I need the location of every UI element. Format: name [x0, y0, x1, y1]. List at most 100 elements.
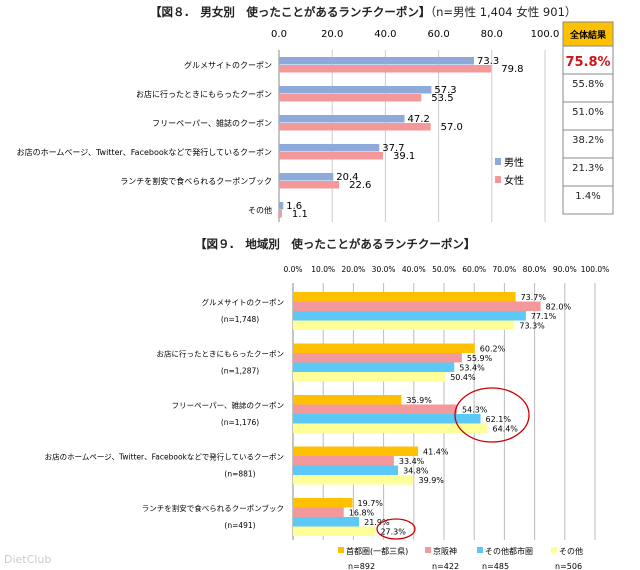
- category-label: お店のホームページ、Twitter、Facebookなどで発行しているクーポン: [17, 147, 272, 157]
- bar-female: [279, 123, 431, 131]
- bar-1: [293, 301, 541, 311]
- total-value: 38.2%: [572, 135, 604, 146]
- bar-1: [293, 456, 394, 466]
- x-tick-label: 100.0: [531, 29, 560, 40]
- x-tick-label: 20.0: [321, 29, 343, 40]
- data-label: 20.4: [336, 172, 358, 183]
- bar-male: [279, 144, 380, 152]
- data-label: 35.9%: [406, 396, 432, 405]
- category-n: (n=1,287): [221, 367, 259, 376]
- category-label: お店に行ったときにもらったクーポン: [136, 89, 272, 99]
- legend-n: n=506: [555, 562, 582, 570]
- data-label: 39.9%: [418, 476, 444, 485]
- bar-2: [293, 465, 399, 475]
- bar-female: [279, 210, 282, 218]
- x-tick-label: 60.0%: [462, 265, 486, 274]
- data-label: 53.4%: [459, 364, 485, 373]
- bar-0: [293, 292, 516, 302]
- x-tick-label: 70.0%: [492, 265, 516, 274]
- total-value: 51.0%: [572, 107, 604, 118]
- data-label: 21.9%: [364, 518, 390, 527]
- data-label: 39.1: [393, 151, 415, 162]
- x-tick-label: 80.0%: [523, 265, 547, 274]
- legend-label: その他: [559, 546, 583, 556]
- data-label: 1.1: [292, 209, 308, 220]
- bar-male: [279, 202, 284, 210]
- total-cell: [562, 101, 614, 131]
- legend-swatch: [338, 547, 344, 553]
- total-cell: [562, 129, 614, 159]
- x-tick-label: 40.0%: [402, 265, 426, 274]
- data-label: 82.0%: [546, 303, 572, 312]
- category-label: お店のホームページ、Twitter、Facebookなどで発行しているクーポン: [45, 452, 284, 462]
- bar-2: [293, 414, 481, 424]
- watermark: DietClub: [4, 553, 52, 566]
- data-label: 73.3%: [519, 322, 545, 331]
- bar-female: [279, 181, 340, 189]
- legend-swatch: [551, 547, 557, 553]
- category-label: フリーペーパー、雑誌のクーポン: [152, 118, 272, 128]
- bar-female: [279, 152, 384, 160]
- total-cell: [562, 157, 614, 187]
- bar-3: [293, 475, 414, 485]
- category-label: お店に行ったときにもらったクーポン: [157, 349, 285, 359]
- bar-0: [293, 498, 353, 508]
- data-label: 60.2%: [480, 345, 506, 354]
- x-tick-label: 10.0%: [311, 265, 335, 274]
- legend-label: 男性: [504, 156, 524, 169]
- category-label: グルメサイトのクーポン: [202, 297, 285, 307]
- bar-male: [279, 57, 474, 65]
- total-cell: [562, 45, 614, 75]
- legend-swatch: [495, 176, 501, 183]
- data-label: 73.3: [477, 56, 499, 67]
- legend-label: 京阪神: [433, 546, 457, 556]
- legend-swatch: [495, 158, 501, 165]
- x-tick-label: 100.0%: [581, 265, 610, 274]
- bar-3: [293, 423, 488, 433]
- total-cell: [562, 185, 614, 215]
- data-label: 53.5: [431, 93, 453, 104]
- data-label: 73.7%: [521, 293, 547, 302]
- category-label: ランチを割安で食べられるクーポンブック: [120, 176, 272, 186]
- data-label: 77.1%: [531, 312, 557, 321]
- bar-1: [293, 507, 344, 517]
- bar-3: [293, 320, 515, 330]
- data-label: 79.8: [501, 64, 523, 75]
- x-tick-label: 50.0%: [432, 265, 456, 274]
- data-label: 19.7%: [357, 499, 383, 508]
- category-n: (n=881): [224, 470, 255, 479]
- total-header: 全体結果: [569, 29, 607, 41]
- legend-label: その他都市圏: [485, 546, 533, 556]
- data-label: 57.0: [441, 122, 463, 133]
- x-tick-label: 80.0: [481, 29, 503, 40]
- data-label: 55.9%: [467, 354, 493, 363]
- data-label: 57.3: [434, 85, 456, 96]
- data-label: 34.8%: [403, 467, 429, 476]
- legend-swatch: [477, 547, 483, 553]
- highlight-circle: [454, 387, 530, 443]
- bar-1: [293, 353, 462, 363]
- bar-female: [279, 65, 492, 73]
- x-tick-label: 20.0%: [341, 265, 365, 274]
- bar-male: [279, 173, 334, 181]
- data-label: 16.8%: [349, 509, 375, 518]
- data-label: 37.7: [382, 143, 404, 154]
- legend-label: 女性: [504, 174, 524, 187]
- chart1-title: 【図８. 男女別 使ったことがあるランチクーポン】（n=男性 1,404 女性 …: [150, 5, 577, 19]
- total-value: 1.4%: [575, 191, 600, 202]
- total-value: 21.3%: [572, 163, 604, 174]
- bar-3: [293, 526, 376, 536]
- legend-n: n=485: [482, 562, 509, 570]
- x-tick-label: 90.0%: [553, 265, 577, 274]
- legend-label: 首都圏(一都三県): [346, 546, 408, 556]
- bar-0: [293, 446, 419, 456]
- x-tick-label: 40.0: [374, 29, 396, 40]
- bar-0: [293, 395, 402, 405]
- x-tick-label: 30.0%: [372, 265, 396, 274]
- category-label: フリーペーパー、雑誌のクーポン: [172, 400, 284, 410]
- x-tick-label: 0.0: [271, 29, 287, 40]
- data-label: 62.1%: [486, 415, 512, 424]
- x-tick-label: 0.0%: [283, 265, 302, 274]
